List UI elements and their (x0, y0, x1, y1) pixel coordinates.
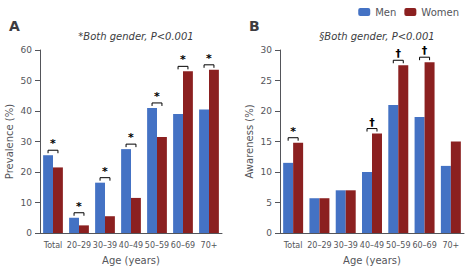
svg-text:†: † (369, 116, 375, 129)
svg-text:B: B (249, 18, 260, 34)
svg-text:Prevalence (%): Prevalence (%) (4, 104, 15, 179)
svg-text:0: 0 (266, 228, 272, 238)
svg-text:§Both gender, P<0.001: §Both gender, P<0.001 (319, 31, 434, 42)
svg-text:50–59: 50–59 (386, 241, 410, 250)
svg-text:Awareness (%): Awareness (%) (244, 104, 255, 178)
svg-text:40: 40 (21, 106, 33, 116)
svg-text:40–49: 40–49 (119, 241, 143, 250)
svg-text:20: 20 (21, 167, 33, 177)
svg-text:Women: Women (421, 7, 459, 18)
svg-text:20–29: 20–29 (67, 241, 91, 250)
svg-text:*: * (50, 137, 56, 150)
svg-text:70+: 70+ (201, 241, 218, 250)
svg-text:A: A (9, 18, 20, 34)
svg-text:50–59: 50–59 (145, 241, 169, 250)
svg-text:60–69: 60–69 (171, 241, 195, 250)
svg-text:30: 30 (261, 45, 273, 55)
svg-text:*: * (290, 125, 296, 138)
svg-text:30: 30 (21, 137, 33, 147)
svg-text:Men: Men (375, 7, 396, 18)
svg-text:Total: Total (43, 241, 63, 250)
svg-text:40–49: 40–49 (360, 241, 384, 250)
svg-text:*Both gender, P<0.001: *Both gender, P<0.001 (78, 31, 193, 42)
svg-text:*: * (128, 131, 134, 144)
svg-text:*: * (180, 53, 186, 66)
svg-text:60–69: 60–69 (412, 241, 436, 250)
svg-text:10: 10 (21, 198, 33, 208)
svg-text:15: 15 (261, 137, 272, 147)
svg-text:30–39: 30–39 (93, 241, 117, 250)
svg-text:Age (years): Age (years) (343, 255, 401, 266)
svg-text:*: * (206, 52, 212, 65)
svg-text:20: 20 (261, 106, 273, 116)
svg-text:60: 60 (21, 45, 33, 55)
svg-text:70+: 70+ (442, 241, 459, 250)
svg-text:*: * (102, 165, 108, 178)
svg-text:5: 5 (266, 198, 272, 208)
svg-text:*: * (154, 90, 160, 103)
svg-text:25: 25 (261, 76, 272, 86)
svg-text:Age (years): Age (years) (102, 255, 160, 266)
svg-text:*: * (76, 200, 82, 213)
svg-text:30–39: 30–39 (334, 241, 358, 250)
svg-text:0: 0 (26, 228, 32, 238)
svg-text:Total: Total (283, 241, 303, 250)
svg-text:20–29: 20–29 (307, 241, 331, 250)
svg-text:50: 50 (21, 76, 33, 86)
svg-text:†: † (422, 44, 428, 57)
svg-text:†: † (396, 47, 402, 60)
svg-text:10: 10 (261, 167, 273, 177)
